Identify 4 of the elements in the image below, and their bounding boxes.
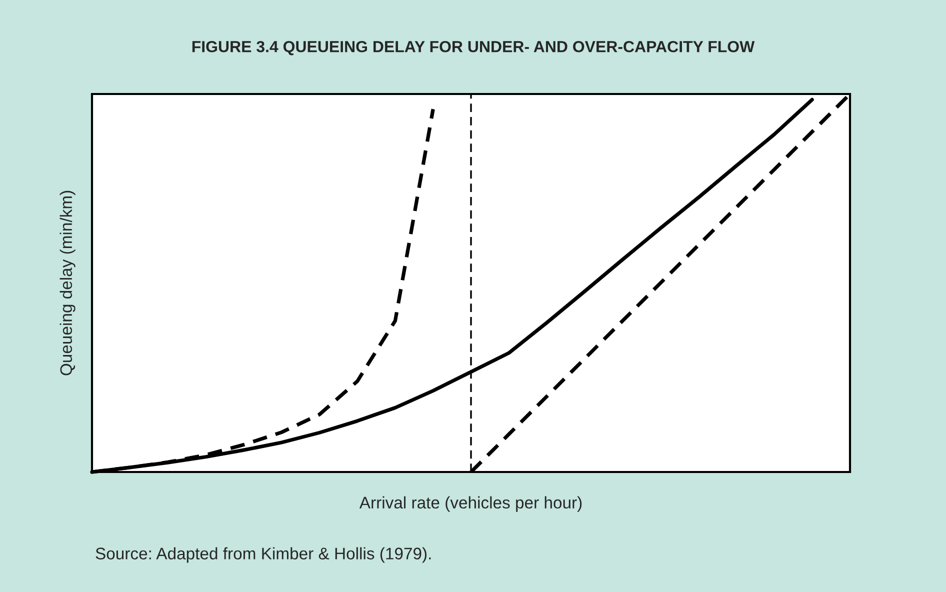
source-note: Source: Adapted from Kimber & Hollis (1979).	[96, 547, 431, 563]
chart-title: FIGURE 3.4 QUEUEING DELAY FOR UNDER- AND OVER-CAPACITY FLOW	[192, 40, 755, 56]
y-axis-title: Queueing delay (min/km)	[60, 190, 76, 376]
x-axis-title: Arrival rate (vehicles per hour)	[359, 496, 582, 512]
